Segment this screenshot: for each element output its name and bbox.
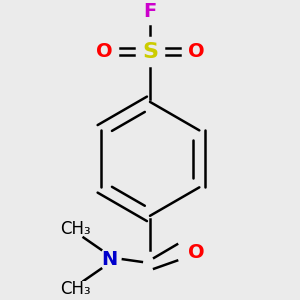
Text: CH₃: CH₃	[60, 280, 91, 298]
Text: N: N	[101, 250, 117, 269]
Text: O: O	[188, 243, 204, 262]
Text: F: F	[143, 2, 157, 20]
Text: S: S	[142, 42, 158, 62]
Text: O: O	[188, 42, 204, 61]
Text: CH₃: CH₃	[60, 220, 91, 238]
Text: O: O	[96, 42, 112, 61]
